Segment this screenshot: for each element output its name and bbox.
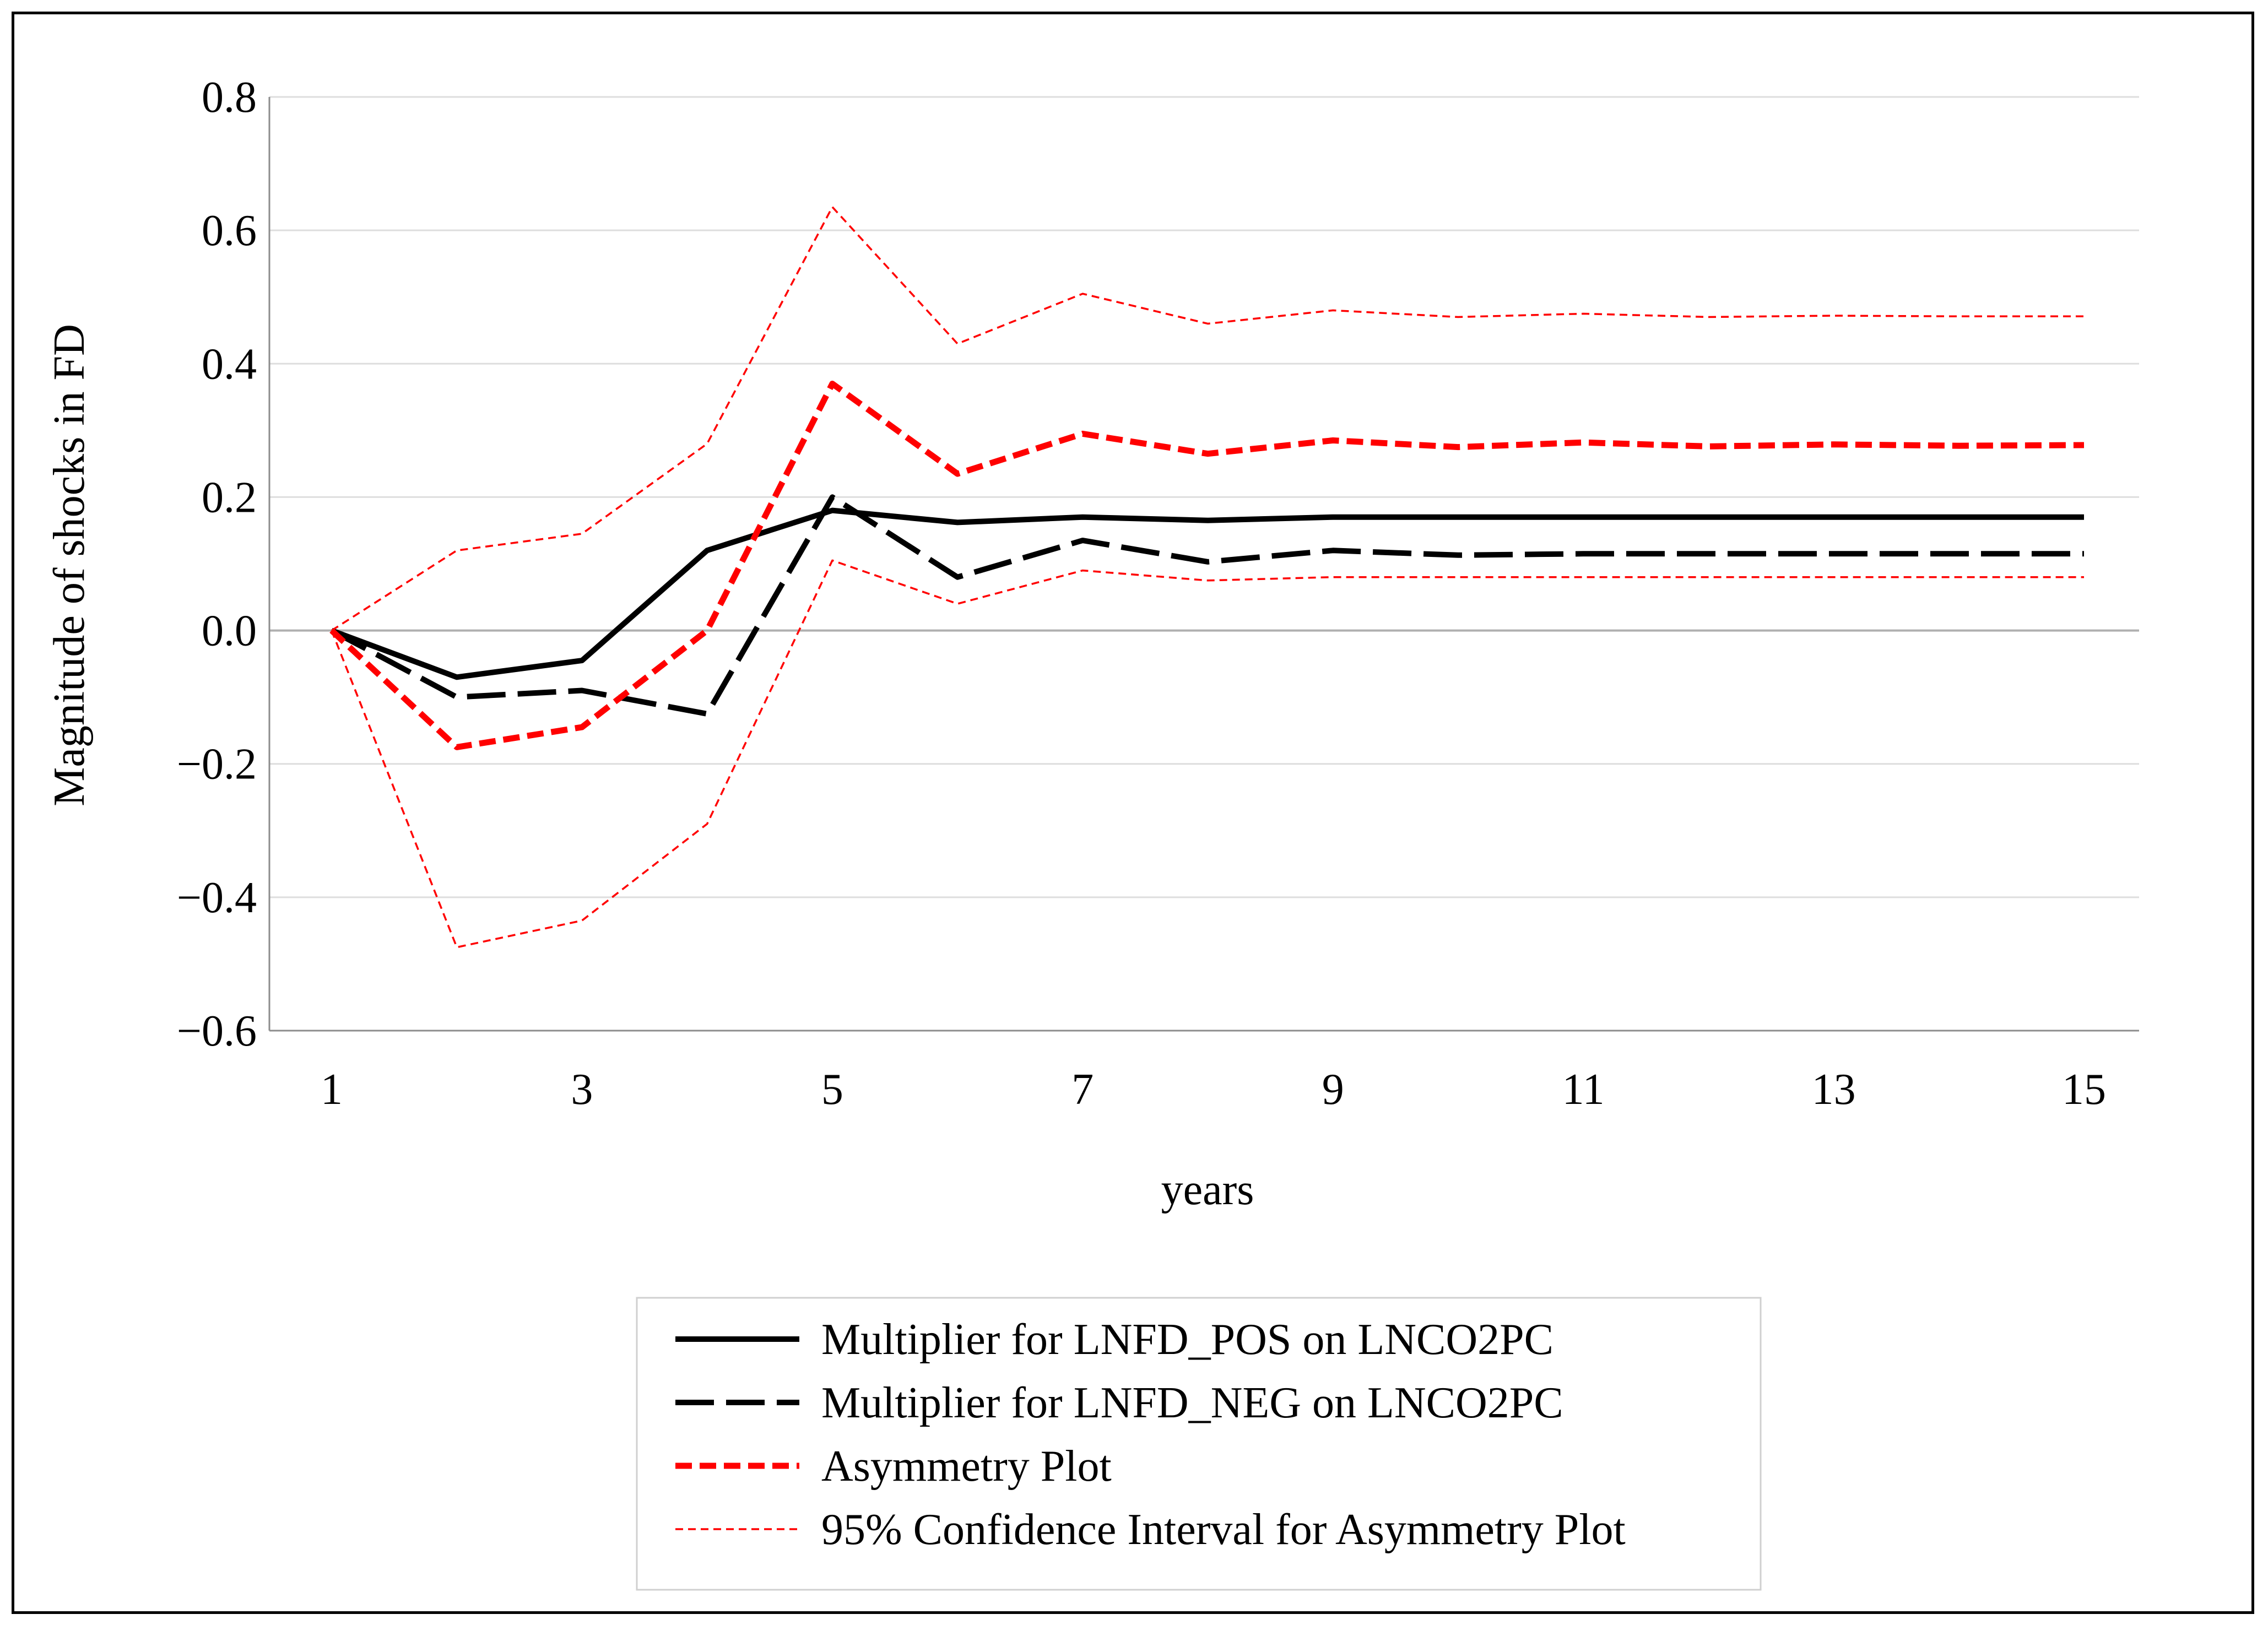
legend-label: 95% Confidence Interval for Asymmetry Pl… [821, 1505, 1626, 1554]
x-tick-label: 7 [1071, 1065, 1094, 1114]
series-line-5 [331, 559, 2084, 949]
series-line-1 [331, 507, 2084, 680]
legend-label: Multiplier for LNFD_NEG on LNCO2PC [821, 1379, 1563, 1427]
x-tick-label: 9 [1322, 1065, 1344, 1114]
y-tick-label: −0.2 [177, 740, 257, 789]
legend-items: Multiplier for LNFD_POS on LNCO2PC Multip… [675, 1315, 1626, 1554]
legend-box [636, 1297, 1762, 1591]
legend-label: Asymmetry Plot [821, 1442, 1112, 1491]
line-chart: −0.6−0.4−0.20.00.20.40.60.8 1 3 5 7 9 11 13 15 … [45, 73, 2139, 1591]
x-axis-title: years [1161, 1166, 1254, 1214]
x-tick-labels: 1 3 5 7 9 11 13 15 [321, 1065, 2106, 1114]
y-tick-labels: −0.6 −0.4 −0.2 0.0 0.2 0.4 0.6 0.8 [177, 73, 257, 1055]
y-axis-title: Magnitude of shocks in FD [45, 324, 94, 806]
x-tick-label: 13 [1812, 1065, 1856, 1114]
x-tick-label: 3 [571, 1065, 593, 1114]
y-tick-label: 0.6 [202, 207, 257, 255]
y-tick-label: 0.2 [202, 473, 257, 522]
x-tick-label: 15 [2062, 1065, 2106, 1114]
legend: Multiplier for LNFD_POS on LNCO2PC Multip… [636, 1297, 1762, 1591]
y-tick-label: 0.8 [202, 73, 257, 122]
legend-label: Multiplier for LNFD_POS on LNCO2PC [821, 1315, 1554, 1364]
y-tick-label: −0.6 [177, 1007, 257, 1055]
y-tick-label: −0.4 [177, 874, 257, 922]
series-line-2 [330, 494, 2084, 717]
figure-frame: −0.6 −0.4 −0.2 0.0 0.2 0.4 0.6 0.8 1 3 5 7 9 11 13 15 … [12, 12, 2254, 1614]
y-tick-label: 0.4 [202, 340, 257, 388]
x-tick-label: 11 [1562, 1065, 1605, 1114]
x-tick-label: 5 [821, 1065, 843, 1114]
series-lines [329, 206, 2085, 949]
series-line-3 [329, 381, 2085, 750]
y-tick-label: 0.0 [202, 607, 257, 656]
grid-lines [269, 96, 2139, 898]
x-tick-label: 1 [321, 1065, 343, 1114]
series-line-4 [331, 206, 2084, 632]
